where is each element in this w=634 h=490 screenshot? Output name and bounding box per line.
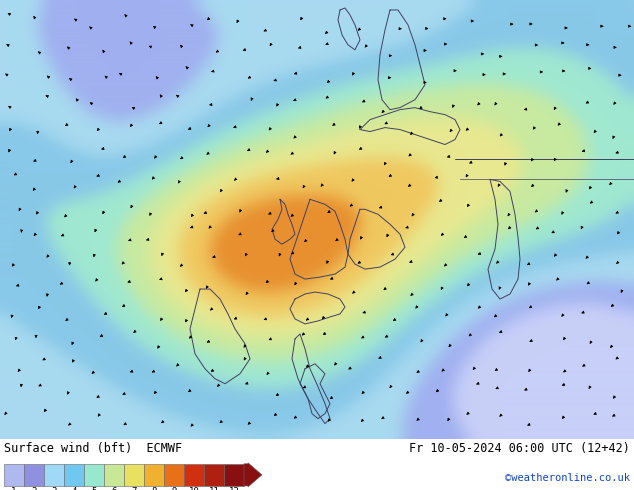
Text: 7: 7 xyxy=(131,487,137,490)
Bar xyxy=(64,464,84,486)
Text: ©weatheronline.co.uk: ©weatheronline.co.uk xyxy=(505,473,630,483)
Bar xyxy=(224,464,244,486)
Text: 6: 6 xyxy=(112,487,117,490)
Bar xyxy=(104,464,124,486)
Bar xyxy=(4,464,24,486)
Text: 3: 3 xyxy=(51,487,56,490)
Text: 5: 5 xyxy=(91,487,97,490)
Bar xyxy=(84,464,104,486)
Bar xyxy=(124,464,144,486)
Text: 12: 12 xyxy=(229,487,240,490)
Text: 9: 9 xyxy=(171,487,177,490)
Text: 11: 11 xyxy=(209,487,219,490)
Text: 10: 10 xyxy=(189,487,199,490)
Bar xyxy=(204,464,224,486)
Text: 4: 4 xyxy=(71,487,77,490)
FancyArrow shape xyxy=(244,463,262,487)
Text: 8: 8 xyxy=(152,487,157,490)
Text: 1: 1 xyxy=(11,487,16,490)
Bar xyxy=(144,464,164,486)
Bar xyxy=(164,464,184,486)
Text: Fr 10-05-2024 06:00 UTC (12+42): Fr 10-05-2024 06:00 UTC (12+42) xyxy=(409,441,630,455)
Bar xyxy=(44,464,64,486)
Bar xyxy=(184,464,204,486)
Text: 2: 2 xyxy=(31,487,37,490)
Bar xyxy=(24,464,44,486)
Text: Surface wind (bft)  ECMWF: Surface wind (bft) ECMWF xyxy=(4,441,182,455)
